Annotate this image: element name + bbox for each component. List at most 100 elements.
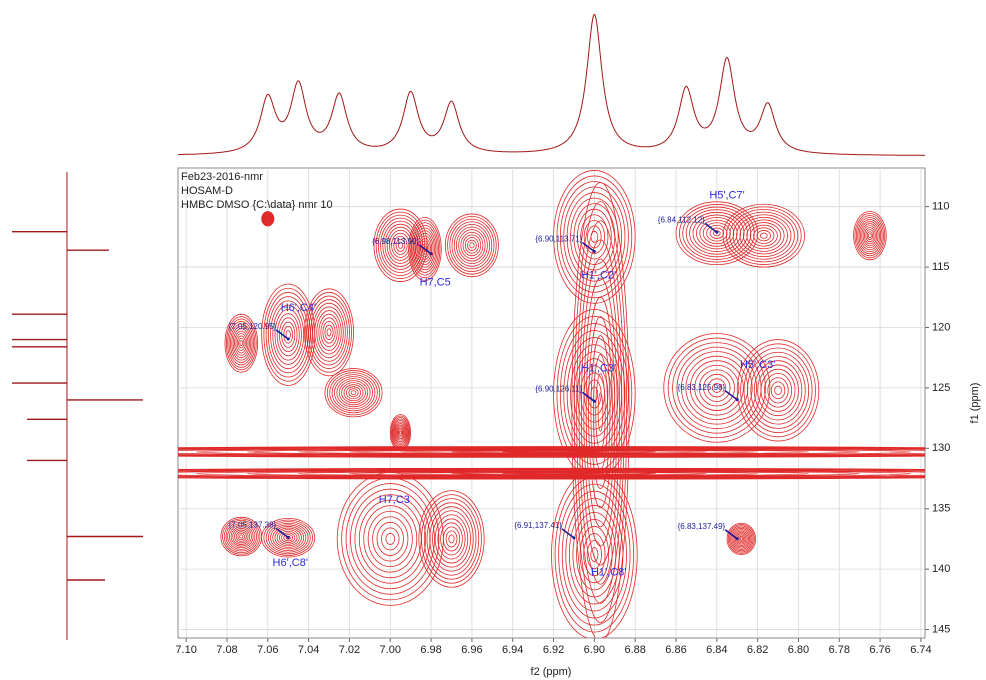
contour-level bbox=[861, 223, 879, 249]
contour-level bbox=[725, 206, 802, 265]
contour-level bbox=[449, 218, 495, 272]
contour-level bbox=[699, 219, 735, 247]
contour-level bbox=[736, 339, 820, 442]
contour-level bbox=[469, 242, 475, 249]
x-tick-label: 7.10 bbox=[175, 644, 196, 656]
contour-level bbox=[576, 208, 612, 265]
contour-level bbox=[270, 300, 307, 369]
contour-level bbox=[729, 525, 754, 553]
contour-level bbox=[334, 376, 373, 410]
contour-level bbox=[263, 213, 273, 224]
contour-level bbox=[570, 197, 619, 277]
contour-level bbox=[261, 211, 275, 227]
contour-level bbox=[381, 527, 400, 551]
peak-pointer bbox=[561, 528, 575, 539]
peak-point bbox=[572, 536, 576, 540]
contour-level bbox=[393, 235, 408, 255]
contour-level bbox=[426, 502, 477, 576]
contour-level bbox=[320, 317, 338, 348]
contour-level bbox=[408, 217, 442, 281]
x-tick-label: 6.80 bbox=[788, 644, 809, 656]
contour-level bbox=[565, 497, 624, 612]
contour-level bbox=[434, 514, 469, 564]
f2-projection bbox=[178, 13, 925, 156]
contour-level bbox=[743, 347, 813, 434]
peak-label: {7.05,137.38} bbox=[229, 521, 277, 530]
contour-level bbox=[348, 388, 359, 398]
y-tick-label: 120 bbox=[932, 321, 950, 333]
y-tick-label: 115 bbox=[932, 261, 950, 273]
contour-level bbox=[265, 215, 271, 222]
contour-level bbox=[759, 232, 768, 239]
contour-level bbox=[854, 213, 886, 259]
contour-level bbox=[261, 211, 274, 226]
contour-level bbox=[354, 494, 427, 584]
contour-level bbox=[178, 469, 925, 479]
contour-level bbox=[733, 530, 749, 548]
contour-level bbox=[267, 296, 309, 374]
contour-level bbox=[397, 427, 404, 438]
contour-level bbox=[676, 346, 758, 430]
contour-level bbox=[467, 239, 477, 251]
contour-level bbox=[730, 526, 753, 552]
contour-level bbox=[410, 222, 439, 276]
contour-level bbox=[178, 446, 925, 458]
contour-level bbox=[195, 470, 912, 478]
contour-level bbox=[178, 468, 925, 479]
contour-level bbox=[559, 181, 629, 293]
contour-level bbox=[266, 217, 270, 221]
peak-pointer bbox=[418, 244, 432, 255]
contour-level bbox=[274, 527, 302, 548]
peak-label: {7.05,120.95} bbox=[229, 322, 277, 331]
peak-pointer bbox=[275, 527, 289, 539]
contour-level bbox=[739, 216, 788, 255]
contour-level bbox=[444, 213, 499, 278]
contour-level bbox=[447, 216, 497, 275]
contour-level bbox=[581, 258, 620, 566]
contour-level bbox=[580, 365, 609, 423]
x-tick-label: 6.74 bbox=[910, 644, 931, 656]
contour-level bbox=[458, 229, 486, 262]
contour-level bbox=[232, 328, 250, 359]
contour-level bbox=[667, 337, 766, 439]
contour-level bbox=[553, 170, 636, 304]
peak-pointer bbox=[704, 222, 718, 233]
contour-level bbox=[262, 212, 274, 226]
contour-level bbox=[437, 518, 466, 560]
contour-level bbox=[576, 220, 625, 604]
x-tick-label: 6.82 bbox=[747, 644, 768, 656]
x-tick-label: 6.98 bbox=[420, 644, 441, 656]
contour-level bbox=[178, 469, 925, 478]
contour-level bbox=[266, 217, 269, 220]
x-tick-label: 6.92 bbox=[543, 644, 564, 656]
contour-level bbox=[453, 223, 490, 267]
contour-level bbox=[753, 360, 803, 421]
x-tick-label: 7.06 bbox=[257, 644, 278, 656]
y-tick-label: 140 bbox=[932, 563, 950, 575]
peak-pointer bbox=[275, 329, 289, 340]
peak-label: {6.90,113.71} bbox=[535, 235, 582, 244]
contour-level bbox=[747, 351, 810, 429]
contour-level bbox=[394, 423, 406, 443]
x-tick-label: 6.96 bbox=[461, 644, 482, 656]
x-tick-label: 7.00 bbox=[380, 644, 401, 656]
contour-level bbox=[707, 378, 727, 398]
peak-point bbox=[735, 537, 739, 541]
contour-level bbox=[858, 219, 882, 253]
contour-level bbox=[263, 519, 313, 556]
contour-level bbox=[318, 313, 340, 351]
contour-level bbox=[711, 382, 722, 393]
contour-level bbox=[304, 288, 354, 377]
contour-level bbox=[460, 231, 484, 259]
contour-level bbox=[566, 192, 622, 282]
contour-level bbox=[341, 382, 366, 404]
x-tick-label: 7.08 bbox=[216, 644, 237, 656]
peak-label: {6.90,126.11} bbox=[535, 384, 582, 393]
contour-level bbox=[230, 526, 252, 547]
contour-level bbox=[298, 471, 810, 477]
contour-level bbox=[423, 498, 480, 580]
contour-level bbox=[178, 468, 925, 480]
contour-level bbox=[559, 323, 629, 465]
contour-level bbox=[399, 430, 402, 435]
contour-level bbox=[706, 224, 728, 242]
